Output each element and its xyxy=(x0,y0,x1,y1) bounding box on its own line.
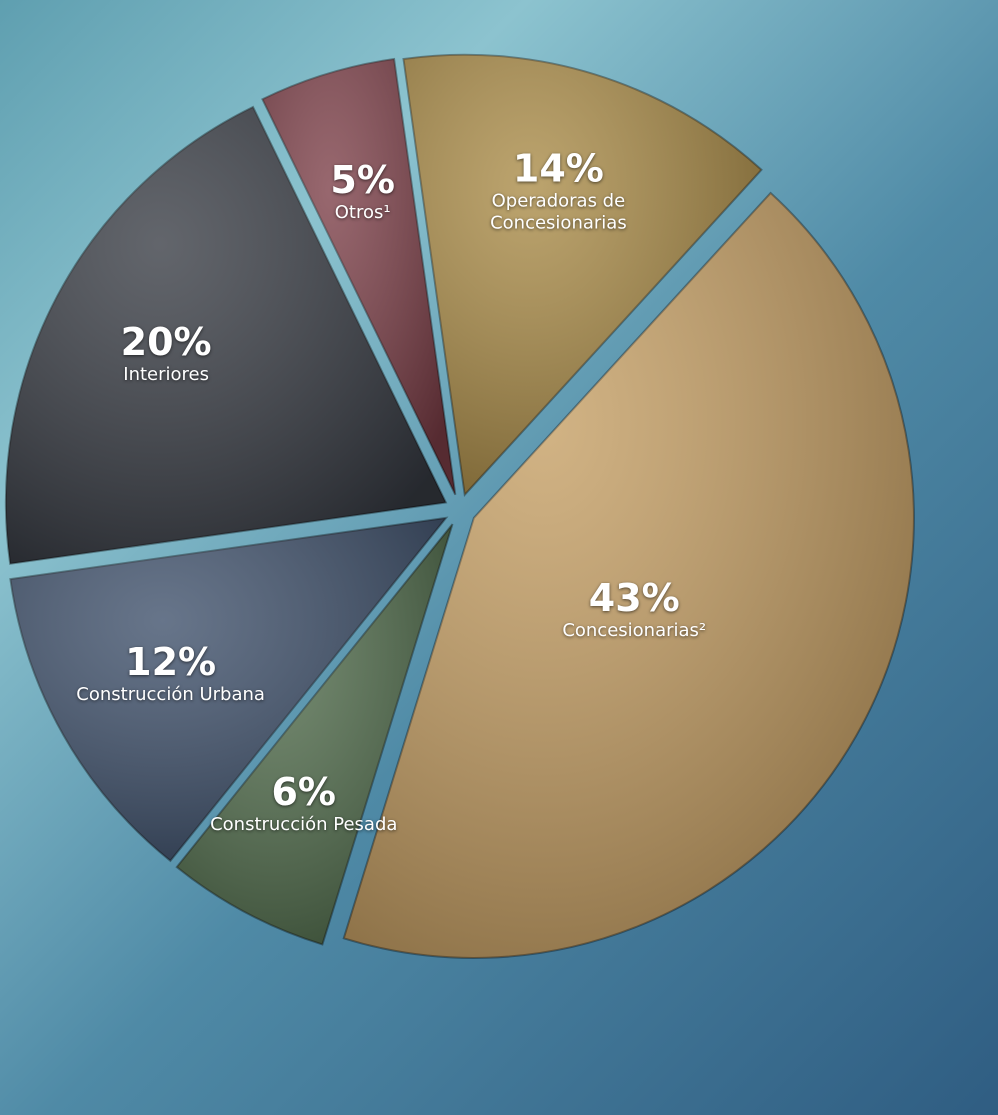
value-label: 5% xyxy=(330,157,395,202)
slice-label: 43% Concesionarias² xyxy=(534,575,734,642)
category-label: Otros¹ xyxy=(334,201,391,223)
slice-label: 20% Interiores xyxy=(66,319,266,386)
value-label: 20% xyxy=(120,319,212,364)
value-label: 14% xyxy=(512,146,604,191)
category-label: Concesionarias² xyxy=(562,619,707,641)
slice-label: 5% Otros¹ xyxy=(263,157,463,224)
category-label: Interiores xyxy=(123,363,209,385)
slice-label: 14% Operadoras de Concesionarias xyxy=(458,146,658,236)
slice-label: 6% Construcción Pesada xyxy=(204,769,404,836)
value-label: 12% xyxy=(125,640,217,685)
value-label: 43% xyxy=(588,575,680,620)
category-label: Construcción Urbana xyxy=(76,684,265,706)
category-label: Construcción Pesada xyxy=(210,813,398,835)
category-label: Operadoras de Concesionarias xyxy=(490,190,627,234)
slice-label: 12% Construcción Urbana xyxy=(71,640,271,706)
value-label: 6% xyxy=(271,769,336,814)
